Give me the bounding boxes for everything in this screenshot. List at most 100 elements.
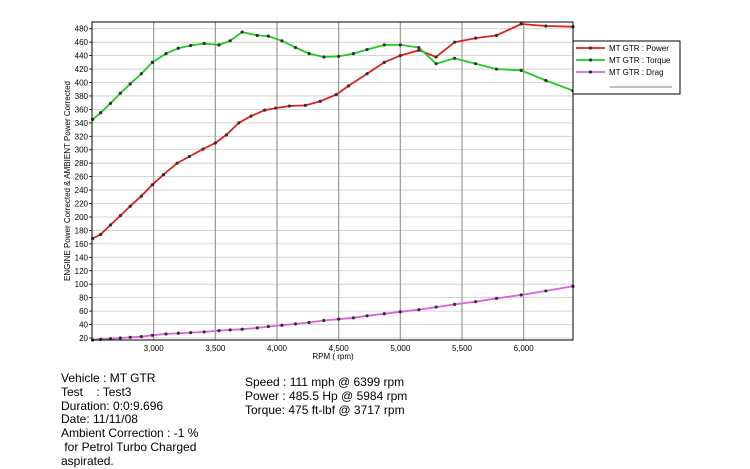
torque-point: [255, 33, 259, 38]
power-point: [453, 40, 457, 44]
torque-point: [417, 45, 421, 50]
power-point: [175, 161, 179, 165]
peak-power: Power : 485.5 Hp @ 5984 rpm: [245, 388, 408, 403]
y-tick-label: 140: [75, 253, 89, 262]
drag-point: [280, 323, 284, 327]
y-tick-label: 320: [75, 132, 89, 141]
torque-point: [434, 62, 438, 66]
x-axis-title: RPM ( rpm): [312, 352, 354, 361]
y-tick-label: 280: [75, 159, 89, 168]
power-point: [544, 24, 548, 28]
torque-point: [217, 43, 221, 47]
x-tick-label: 5,000: [390, 344, 411, 353]
correction-aspiration: aspirated.: [61, 453, 114, 468]
power-point: [224, 133, 229, 137]
plot-frame: [91, 21, 574, 341]
drag-point: [164, 332, 168, 336]
peak-speed: Speed : 111 mph @ 6399 rpm: [245, 375, 405, 389]
drag-point: [118, 336, 122, 340]
drag-point: [365, 314, 369, 318]
legend-label-power: MT GTR : Power: [609, 44, 669, 53]
power-point: [249, 114, 253, 118]
torque-point: [544, 78, 548, 83]
torque-point: [228, 39, 232, 43]
x-tick-label: 5,500: [452, 344, 473, 353]
torque-point: [139, 72, 143, 76]
x-tick-labels: 3,000 3,500 4,000 4,500 5,000 5,500 6,000: [144, 344, 535, 353]
ambient-correction: Ambient Correction : -1 %: [61, 426, 199, 441]
series-drag: [91, 284, 575, 342]
power-point: [398, 54, 402, 58]
series-torque: [91, 30, 575, 122]
legend-label-torque: MT GTR : Torque: [609, 56, 671, 65]
y-tick-label: 40: [79, 321, 88, 330]
drag-point: [202, 330, 206, 334]
torque-point: [519, 68, 523, 73]
torque-point: [99, 111, 103, 115]
y-tick-label: 240: [75, 186, 89, 195]
y-tick-label: 20: [79, 334, 88, 343]
power-point: [128, 204, 132, 208]
y-tick-label: 100: [75, 280, 89, 289]
power-point: [91, 236, 95, 241]
legend-marker-torque: [588, 58, 593, 62]
power-point: [365, 72, 369, 76]
drag-point: [240, 327, 244, 331]
test-name: Test : Test3: [61, 384, 132, 399]
drag-point: [322, 318, 326, 323]
x-tick-label: 3,500: [205, 344, 226, 353]
power-point: [382, 60, 386, 64]
torque-point: [240, 30, 244, 34]
legend-marker-drag: [588, 70, 593, 74]
y-tick-label: 200: [75, 213, 89, 222]
power-point: [303, 103, 307, 107]
drag-point: [189, 331, 193, 335]
power-point: [263, 108, 267, 112]
series-power: [91, 22, 575, 241]
torque-point: [91, 117, 95, 122]
vehicle-info-block: Vehicle : MT GTR Test : Test3 Duration: …: [61, 371, 199, 469]
power-point: [139, 194, 143, 198]
drag-point: [255, 326, 259, 330]
power-point: [274, 106, 278, 110]
power-point: [99, 232, 103, 237]
torque-point: [307, 51, 311, 56]
y-tick-label: 120: [75, 267, 89, 276]
torque-point: [293, 45, 298, 50]
y-tick-label: 460: [75, 38, 89, 47]
torque-point: [266, 34, 270, 38]
y-axis-title: ENGINE Power Corrected & AMBIENT Power C…: [63, 81, 72, 281]
y-tick-label: 160: [75, 240, 89, 249]
drag-point: [453, 302, 457, 306]
y-tick-labels: 20 40 60 80 100 120 140 160 180 200 220 240 260 280 30…: [75, 25, 92, 343]
legend: MT GTR : Power MT GTR : Torque MT GTR : Dr…: [572, 40, 681, 95]
y-tick-label: 260: [75, 173, 89, 182]
drag-point: [150, 333, 155, 337]
torque-point: [365, 47, 369, 52]
power-point: [287, 104, 291, 108]
y-tick-label: 420: [75, 65, 89, 74]
torque-point: [398, 43, 402, 47]
drag-point: [128, 335, 132, 339]
y-tick-label: 220: [75, 200, 89, 209]
x-tick-label: 4,000: [267, 344, 288, 353]
power-point: [237, 121, 241, 125]
torque-point: [473, 62, 478, 66]
run-date: Date: 11/11/08: [61, 412, 138, 427]
x-tick-label: 6,000: [514, 344, 535, 353]
dyno-chart: 20 40 60 80 100 120 140 160 180 200 220 240 260 280 30…: [63, 21, 681, 361]
drag-point: [544, 289, 548, 293]
torque-point: [382, 43, 386, 47]
drag-point: [494, 296, 499, 300]
drag-point: [139, 335, 143, 339]
power-point: [473, 36, 478, 40]
power-point: [161, 173, 166, 177]
power-point: [334, 93, 338, 97]
power-point: [213, 141, 217, 145]
torque-point: [164, 51, 168, 56]
legend-marker-power: [588, 46, 593, 50]
torque-point: [453, 56, 457, 60]
drag-point: [217, 328, 221, 333]
power-point: [434, 55, 438, 59]
y-tick-label: 80: [79, 294, 88, 303]
